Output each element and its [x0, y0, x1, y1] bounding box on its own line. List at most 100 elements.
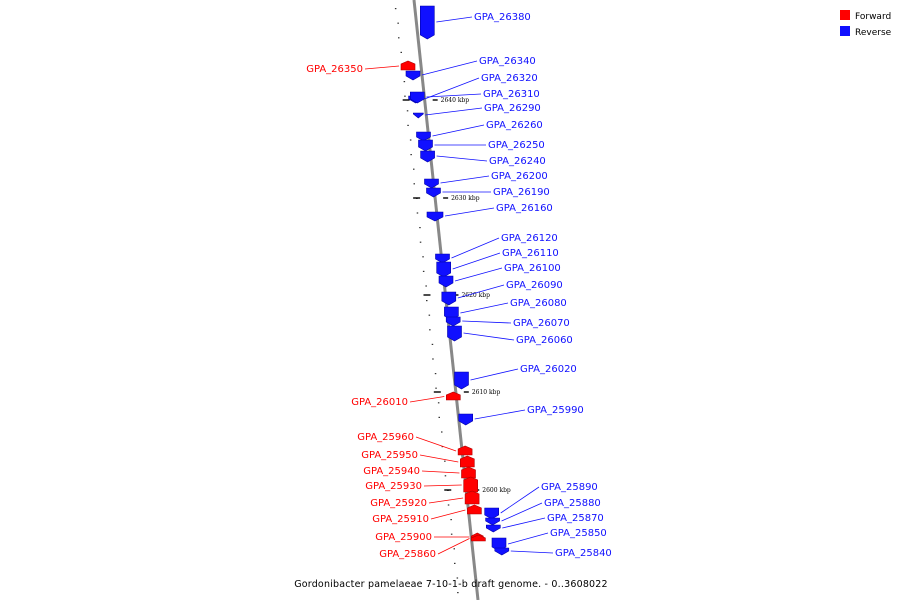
gene-connector: [419, 454, 459, 463]
gene-feature-forward[interactable]: [471, 534, 486, 542]
gene-connector: [444, 207, 495, 217]
minor-tick: [444, 475, 447, 477]
gene-label[interactable]: GPA_26350: [306, 64, 363, 75]
gene-connector: [457, 284, 505, 299]
tick-label: 2600 kbp: [482, 487, 511, 494]
gene-label[interactable]: GPA_26080: [510, 298, 567, 309]
gene-connector: [423, 484, 462, 487]
gene-feature-reverse[interactable]: [485, 517, 500, 526]
gene-label[interactable]: GPA_26320: [481, 73, 538, 84]
gene-label[interactable]: GPA_25880: [544, 498, 601, 509]
minor-tick: [456, 577, 459, 579]
gene-connector: [409, 396, 445, 403]
gene-label[interactable]: GPA_25890: [541, 482, 598, 493]
gene-feature-reverse[interactable]: [435, 253, 450, 264]
gene-label[interactable]: GPA_26250: [488, 140, 545, 151]
gene-label[interactable]: GPA_26340: [479, 56, 536, 67]
gene-label[interactable]: GPA_25870: [547, 513, 604, 524]
gene-feature-reverse[interactable]: [418, 139, 433, 152]
gene-label[interactable]: GPA_26020: [520, 364, 577, 375]
gene-label[interactable]: GPA_25850: [550, 528, 607, 539]
gene-feature-reverse[interactable]: [426, 211, 444, 222]
gene-label[interactable]: GPA_25910: [372, 514, 429, 525]
gene-feature-reverse[interactable]: [419, 5, 435, 40]
minor-tick: [413, 183, 415, 185]
gene-connector: [452, 252, 501, 270]
minor-tick: [435, 387, 437, 389]
gene-feature-forward[interactable]: [459, 455, 475, 468]
gene-label[interactable]: GPA_26090: [506, 280, 563, 291]
gene-connector: [428, 497, 464, 504]
minor-tick: [428, 314, 431, 316]
gene-feature-forward[interactable]: [457, 445, 473, 456]
gene-connector: [424, 77, 480, 100]
minor-tick: [454, 562, 456, 564]
gene-connector: [502, 517, 546, 529]
minor-tick: [432, 358, 434, 360]
gene-feature-reverse[interactable]: [426, 187, 441, 198]
gene-feature-reverse[interactable]: [405, 70, 421, 81]
minor-tick: [425, 285, 427, 287]
gene-label[interactable]: GPA_26380: [474, 12, 531, 23]
gene-label[interactable]: GPA_25840: [555, 548, 612, 559]
gene-label[interactable]: GPA_26200: [491, 171, 548, 182]
gene-label[interactable]: GPA_26240: [489, 156, 546, 167]
gene-label[interactable]: GPA_26310: [483, 89, 540, 100]
minor-tick: [434, 373, 437, 375]
gene-label[interactable]: GPA_26110: [502, 248, 559, 259]
gene-label[interactable]: GPA_25930: [365, 481, 422, 492]
gene-label[interactable]: GPA_26060: [516, 335, 573, 346]
gene-connector: [426, 93, 482, 98]
gene-label[interactable]: GPA_26190: [493, 187, 550, 198]
gene-feature-forward[interactable]: [464, 490, 480, 505]
gene-connector: [436, 16, 473, 23]
tick-label: 2630 kbp: [451, 195, 480, 202]
gene-connector: [425, 107, 483, 116]
minor-tick: [409, 139, 412, 141]
gene-feature-reverse[interactable]: [436, 261, 452, 278]
gene-label[interactable]: GPA_25900: [375, 532, 432, 543]
gene-label[interactable]: GPA_26260: [486, 120, 543, 131]
gene-feature-reverse[interactable]: [424, 178, 439, 189]
gene-feature-reverse[interactable]: [445, 316, 461, 327]
gene-label[interactable]: GPA_25920: [370, 498, 427, 509]
gene-connector: [463, 332, 515, 341]
gene-label[interactable]: GPA_25960: [357, 432, 414, 443]
gene-label[interactable]: GPA_25950: [361, 450, 418, 461]
gene-label[interactable]: GPA_25940: [363, 466, 420, 477]
gene-feature-forward[interactable]: [445, 391, 461, 401]
gene-feature-forward[interactable]: [400, 60, 416, 71]
gene-feature-reverse[interactable]: [454, 371, 469, 390]
gene-connector: [421, 470, 460, 474]
gene-feature-reverse[interactable]: [412, 112, 424, 119]
gene-feature-reverse[interactable]: [484, 507, 500, 520]
gene-label[interactable]: GPA_26290: [484, 103, 541, 114]
gene-label[interactable]: GPA_25990: [527, 405, 584, 416]
gene-label[interactable]: GPA_26010: [351, 397, 408, 408]
gene-feature-reverse[interactable]: [458, 413, 474, 426]
gene-feature-reverse[interactable]: [447, 325, 462, 342]
gene-label[interactable]: GPA_26160: [496, 203, 553, 214]
gene-feature-reverse[interactable]: [416, 131, 431, 142]
gene-feature-reverse[interactable]: [409, 91, 425, 104]
gene-connector: [510, 550, 554, 554]
gene-connector: [454, 267, 503, 282]
gene-label[interactable]: GPA_26070: [513, 318, 570, 329]
gene-feature-reverse[interactable]: [441, 291, 457, 306]
gene-feature-reverse[interactable]: [494, 547, 510, 556]
gene-label[interactable]: GPA_25860: [379, 549, 436, 560]
gene-connector: [451, 237, 500, 259]
gene-connector: [421, 60, 478, 76]
gene-label[interactable]: GPA_26100: [504, 263, 561, 274]
minor-tick: [438, 416, 440, 418]
gene-label[interactable]: GPA_26120: [501, 233, 558, 244]
minor-tick: [403, 81, 406, 83]
gene-feature-forward[interactable]: [467, 504, 482, 515]
gene-feature-reverse[interactable]: [420, 150, 435, 163]
minor-tick: [429, 329, 431, 331]
gene-features: [400, 5, 510, 556]
gene-feature-reverse[interactable]: [485, 524, 501, 533]
minor-tick: [410, 154, 412, 156]
gene-feature-reverse[interactable]: [438, 275, 454, 288]
gene-feature-forward[interactable]: [463, 476, 479, 493]
